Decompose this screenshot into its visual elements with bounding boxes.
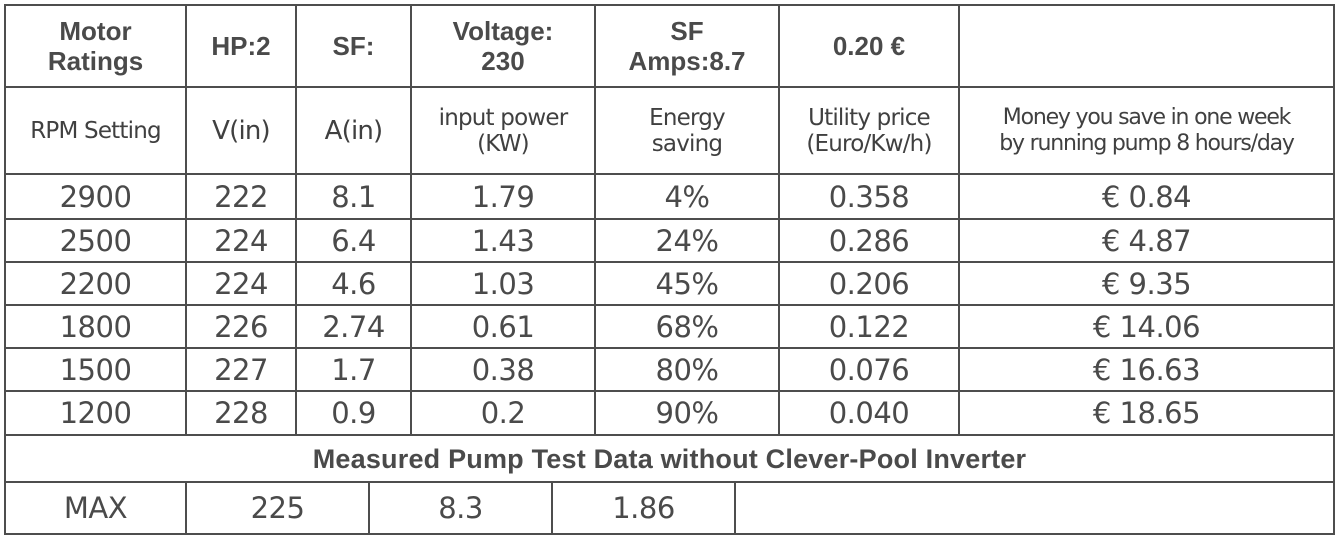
measured-voltage: 225 <box>250 491 305 525</box>
cell-money-saved: € 18.65 <box>1092 396 1201 430</box>
cell-input-power: 1.03 <box>471 266 535 301</box>
cell-energy-saving: 24% <box>655 223 719 258</box>
table-rule <box>4 218 1335 220</box>
cell-amps: 1.7 <box>331 352 376 387</box>
cell-utility-price: 0.040 <box>828 396 910 430</box>
cell-utility-price: 0.206 <box>828 266 910 301</box>
column-rule <box>295 4 297 436</box>
table-rule <box>4 390 1335 392</box>
column-header-energy-saving: Energy saving <box>649 104 726 157</box>
cell-amps: 6.4 <box>331 223 376 258</box>
cell-voltage: 226 <box>214 309 268 344</box>
cell-money-saved: € 0.84 <box>1101 179 1192 214</box>
cell-amps: 4.6 <box>331 266 376 301</box>
table-rule <box>4 261 1335 263</box>
cell-input-power: 0.2 <box>480 396 526 430</box>
cell-rpm: 2500 <box>59 223 132 258</box>
column-rule <box>734 481 736 535</box>
measured-amps: 8.3 <box>438 491 483 525</box>
table-border-left <box>4 4 6 535</box>
cell-money-saved: € 9.35 <box>1101 266 1192 301</box>
cell-amps: 8.1 <box>331 179 376 214</box>
table-rule <box>4 481 1335 483</box>
cell-utility-price: 0.122 <box>828 309 910 344</box>
column-rule <box>594 4 596 436</box>
cell-utility-price: 0.358 <box>828 179 910 214</box>
column-rule <box>185 4 187 436</box>
empty-header-cell <box>960 6 1333 86</box>
table-rule <box>4 173 1335 175</box>
column-rule <box>368 481 370 535</box>
table-rule <box>4 347 1335 349</box>
table-border-top <box>4 4 1335 6</box>
table-rule <box>4 434 1335 436</box>
cell-utility-price: 0.286 <box>828 223 910 258</box>
column-rule <box>185 481 187 535</box>
cell-rpm: 2900 <box>59 179 132 214</box>
cell-voltage: 228 <box>214 396 268 430</box>
cell-input-power: 1.79 <box>471 179 535 214</box>
cell-input-power: 0.38 <box>471 352 535 387</box>
cell-utility-price: 0.076 <box>828 352 910 387</box>
cell-rpm: 2200 <box>59 266 132 301</box>
table-border-right <box>1333 4 1335 535</box>
cell-money-saved: € 14.06 <box>1092 309 1201 344</box>
column-header-utility-price: Utility price (Euro/Kw/h) <box>806 104 932 157</box>
column-header-rpm: RPM Setting <box>30 117 161 144</box>
column-header-amps: A(in) <box>324 115 384 146</box>
column-rule <box>958 4 960 436</box>
cell-amps: 2.74 <box>322 309 385 344</box>
sf-amps-rating: SF Amps:8.7 <box>628 16 746 76</box>
cell-voltage: 222 <box>214 179 268 214</box>
cell-energy-saving: 68% <box>655 309 719 344</box>
measured-max-label: MAX <box>63 491 128 525</box>
cell-amps: 0.9 <box>331 396 376 430</box>
column-rule <box>410 4 412 436</box>
cell-money-saved: € 16.63 <box>1092 352 1201 387</box>
energy-price: 0.20 € <box>832 31 906 61</box>
cell-rpm: 1500 <box>59 352 132 387</box>
cell-voltage: 224 <box>214 223 268 258</box>
cell-money-saved: € 4.87 <box>1101 223 1192 258</box>
cell-input-power: 0.61 <box>471 309 535 344</box>
voltage-rating: Voltage: 230 <box>452 16 554 76</box>
cell-rpm: 1200 <box>59 396 132 430</box>
service-factor-rating: SF: <box>332 31 375 61</box>
table-rule <box>4 86 1335 88</box>
column-header-voltage: V(in) <box>212 115 271 146</box>
cell-voltage: 224 <box>214 266 268 301</box>
table-rule <box>4 304 1335 306</box>
column-rule <box>778 4 780 436</box>
cell-energy-saving: 4% <box>664 179 710 214</box>
measured-data-caption: Measured Pump Test Data without Clever-P… <box>312 443 1027 474</box>
cell-energy-saving: 90% <box>655 396 719 430</box>
cell-rpm: 1800 <box>59 309 132 344</box>
cell-energy-saving: 80% <box>655 352 719 387</box>
motor-ratings-label: Motor Ratings <box>47 16 144 76</box>
table-border-bottom <box>4 533 1335 535</box>
horsepower-rating: HP:2 <box>211 31 271 61</box>
cell-voltage: 227 <box>214 352 268 387</box>
cell-energy-saving: 45% <box>655 266 719 301</box>
column-rule <box>551 481 553 535</box>
cell-input-power: 1.43 <box>471 223 535 258</box>
empty-measured-cell <box>736 483 1333 533</box>
column-header-money-saved: Money you save in one week by running pu… <box>999 104 1295 156</box>
measured-power: 1.86 <box>612 491 675 525</box>
column-header-input-power: input power (KW) <box>438 104 569 157</box>
